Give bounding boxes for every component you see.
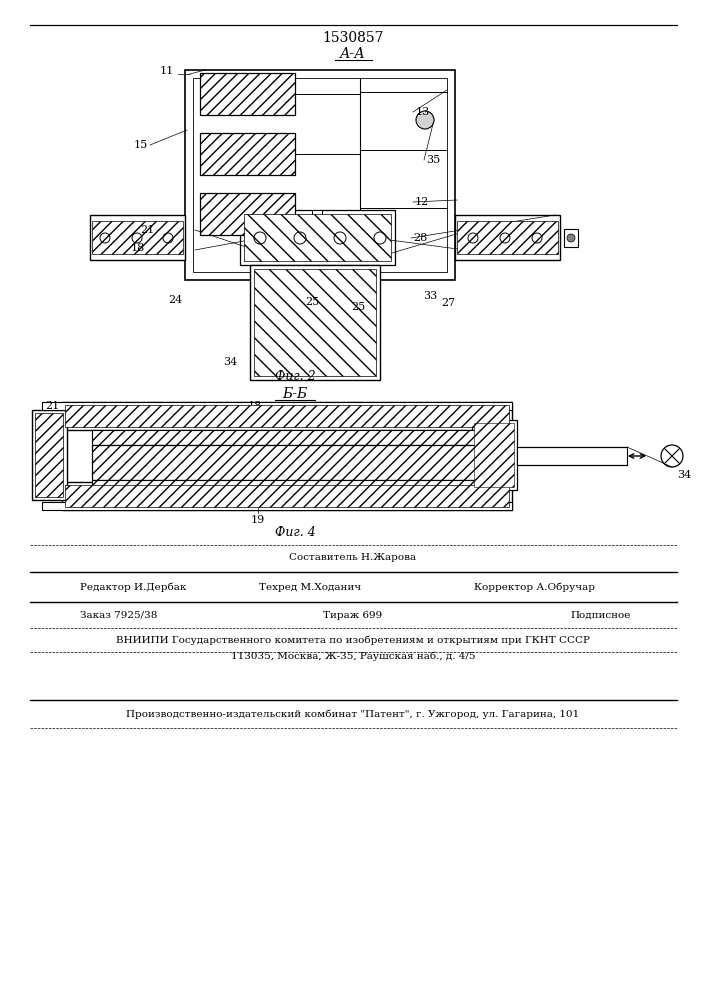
Bar [200, 133, 295, 175]
Bar [65, 405, 509, 427]
Text: 34: 34 [677, 470, 691, 480]
Bar [472, 420, 517, 490]
Circle shape [567, 234, 575, 242]
Text: Заказ 7925/38: Заказ 7925/38 [80, 610, 158, 619]
Circle shape [416, 111, 434, 129]
Bar [62, 402, 512, 430]
Bar [92, 445, 492, 480]
Text: 18: 18 [131, 243, 145, 253]
Text: 25: 25 [305, 297, 319, 307]
Bar [90, 215, 185, 260]
Bar [312, 210, 322, 217]
Text: 27: 27 [441, 298, 455, 308]
Text: Тираж 699: Тираж 699 [323, 610, 382, 619]
Bar [42, 502, 512, 510]
Text: 24: 24 [168, 295, 182, 305]
Text: 11: 11 [160, 66, 174, 76]
Text: 35: 35 [426, 155, 440, 165]
Bar [309, 239, 325, 259]
Text: Подписное: Подписное [570, 610, 631, 619]
Text: 113035, Москва, Ж-35, Раушская наб., д. 4/5: 113035, Москва, Ж-35, Раушская наб., д. … [230, 651, 475, 661]
Bar [240, 210, 395, 265]
Text: 19: 19 [251, 515, 265, 525]
Bar [244, 214, 391, 261]
Bar [185, 70, 455, 280]
Text: Производственно-издательский комбинат "Патент", г. Ужгород, ул. Гагарина, 101: Производственно-издательский комбинат "П… [127, 709, 580, 719]
Text: ВНИИПИ Государственного комитета по изобретениям и открытиям при ГКНТ СССР: ВНИИПИ Государственного комитета по изоб… [116, 635, 590, 645]
Text: 21: 21 [45, 401, 59, 411]
Bar [200, 73, 295, 115]
Bar [62, 482, 512, 510]
Text: 1530857: 1530857 [322, 31, 384, 45]
Bar [92, 480, 492, 495]
Bar [42, 402, 512, 410]
Bar [564, 229, 578, 247]
Bar [457, 221, 558, 254]
Text: Б-Б: Б-Б [282, 387, 308, 401]
Text: Редактор И.Дербак: Редактор И.Дербак [80, 582, 187, 592]
Text: 28: 28 [413, 233, 427, 243]
Text: 13: 13 [416, 107, 431, 117]
Bar [250, 265, 380, 380]
Bar [92, 430, 492, 445]
Text: 18: 18 [248, 401, 262, 411]
Text: Корректор А.Обручар: Корректор А.Обручар [474, 582, 595, 592]
Bar [35, 413, 63, 497]
Bar [200, 193, 295, 235]
Text: 12: 12 [415, 197, 429, 207]
Text: 33: 33 [423, 291, 437, 301]
Text: 34: 34 [223, 357, 237, 367]
Text: 25: 25 [351, 302, 365, 312]
Bar [474, 423, 514, 487]
Bar [65, 485, 509, 507]
Text: Фиг. 4: Фиг. 4 [274, 526, 315, 538]
Bar [92, 221, 183, 254]
Bar [517, 447, 627, 465]
Text: А-А: А-А [340, 47, 366, 61]
Text: 21: 21 [141, 225, 155, 235]
Text: 15: 15 [134, 140, 148, 150]
Text: Составитель Н.Жарова: Составитель Н.Жарова [289, 554, 416, 562]
Bar [32, 410, 67, 500]
Bar [193, 78, 447, 272]
Text: Фиг. 2: Фиг. 2 [274, 369, 315, 382]
Bar [455, 215, 560, 260]
Bar [254, 269, 376, 376]
Text: Техред М.Ходанич: Техред М.Ходанич [259, 582, 361, 591]
